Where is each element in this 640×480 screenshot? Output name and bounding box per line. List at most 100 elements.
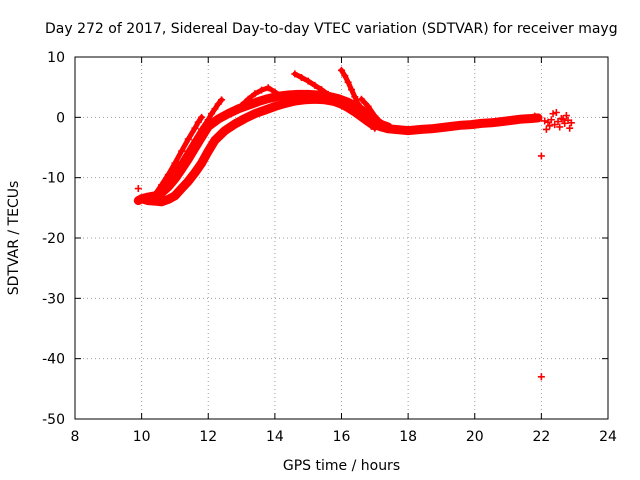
data-point xyxy=(281,99,289,107)
data-point xyxy=(211,105,219,113)
data-point xyxy=(258,86,266,94)
y-tick-label: -50 xyxy=(42,412,65,428)
data-point xyxy=(324,90,332,98)
data-point xyxy=(547,116,555,124)
data-point xyxy=(549,110,557,118)
data-point xyxy=(178,147,186,155)
data-point xyxy=(278,92,286,100)
data-point xyxy=(221,127,229,135)
data-point xyxy=(198,125,206,133)
data-point xyxy=(404,127,412,135)
data-point xyxy=(138,195,146,203)
data-point xyxy=(351,108,359,116)
data-point xyxy=(264,95,272,103)
data-series-band xyxy=(137,89,393,204)
data-series-band xyxy=(359,96,384,126)
data-point xyxy=(541,117,549,125)
data-point xyxy=(411,126,419,134)
data-point xyxy=(314,91,322,99)
plot-frame xyxy=(74,56,609,420)
data-point xyxy=(244,101,252,109)
data-point xyxy=(397,126,405,134)
data-point xyxy=(377,119,385,127)
x-tick-label: 14 xyxy=(266,429,284,445)
data-point xyxy=(251,110,259,118)
ticks: 8 10 12 14 16 18 20 22 24 10 0 -10 -20 -30 -40 -50 xyxy=(42,50,617,445)
data-point xyxy=(178,158,186,166)
data-point xyxy=(417,125,425,133)
data-point xyxy=(531,112,539,120)
data-point xyxy=(204,116,212,124)
grid xyxy=(75,57,608,419)
data-point xyxy=(537,152,545,160)
data-point xyxy=(198,159,206,167)
data-point xyxy=(567,119,575,127)
x-axis-label: GPS time / hours xyxy=(283,458,400,474)
data-point xyxy=(271,102,279,110)
data-point xyxy=(542,125,550,133)
data-point xyxy=(198,113,206,121)
data-point xyxy=(447,122,455,130)
data-point xyxy=(361,115,369,123)
data-point xyxy=(224,110,232,118)
data-point xyxy=(234,105,242,113)
y-axis-label: SDTVAR / TECUs xyxy=(6,181,22,296)
data-point xyxy=(158,181,166,189)
data-point xyxy=(556,123,564,131)
data-point xyxy=(566,124,574,132)
data-point xyxy=(338,66,345,74)
y-tick-label: 10 xyxy=(47,50,65,66)
x-tick-label: 10 xyxy=(133,429,151,445)
data-point xyxy=(191,136,199,144)
y-tick-label: -10 xyxy=(42,171,65,187)
data-point xyxy=(351,93,359,101)
data-point xyxy=(238,101,246,109)
data-point xyxy=(546,122,554,130)
data-point xyxy=(467,121,475,129)
data-point xyxy=(487,119,495,127)
data-point xyxy=(284,91,292,99)
data-point xyxy=(357,95,365,103)
data-point xyxy=(184,135,192,143)
data-point xyxy=(304,90,312,98)
data-point xyxy=(497,118,505,126)
y-tick-label: -40 xyxy=(42,352,65,368)
data-point xyxy=(244,95,252,103)
data-point xyxy=(271,88,279,96)
data-point xyxy=(298,74,306,82)
data-point xyxy=(347,86,355,94)
data-point xyxy=(251,90,259,98)
data-points xyxy=(133,66,575,381)
data-point xyxy=(184,177,192,185)
data-point xyxy=(158,198,166,206)
data-point xyxy=(311,81,319,89)
y-tick-label: -20 xyxy=(42,231,65,247)
data-point xyxy=(231,120,239,128)
data-point xyxy=(254,98,262,106)
x-tick-label: 12 xyxy=(199,429,217,445)
data-point xyxy=(562,112,570,120)
data-point xyxy=(507,116,515,124)
data-point xyxy=(164,171,172,179)
y-tick-label: -30 xyxy=(42,291,65,307)
data-point xyxy=(331,95,339,103)
data-point xyxy=(344,104,352,112)
data-point xyxy=(171,159,179,167)
data-point xyxy=(457,121,465,129)
data-point xyxy=(144,193,152,201)
data-point xyxy=(214,115,222,123)
x-tick-label: 20 xyxy=(466,429,484,445)
data-point xyxy=(371,112,379,120)
data-point xyxy=(364,102,372,110)
x-tick-label: 24 xyxy=(599,429,617,445)
data-point xyxy=(344,78,352,86)
data-point xyxy=(194,118,202,126)
data-point xyxy=(477,119,485,127)
data-point xyxy=(537,373,545,381)
data-point xyxy=(437,124,445,132)
data-point xyxy=(291,70,299,78)
data-point xyxy=(191,124,199,132)
data-point xyxy=(318,86,326,94)
data-point xyxy=(391,125,399,133)
